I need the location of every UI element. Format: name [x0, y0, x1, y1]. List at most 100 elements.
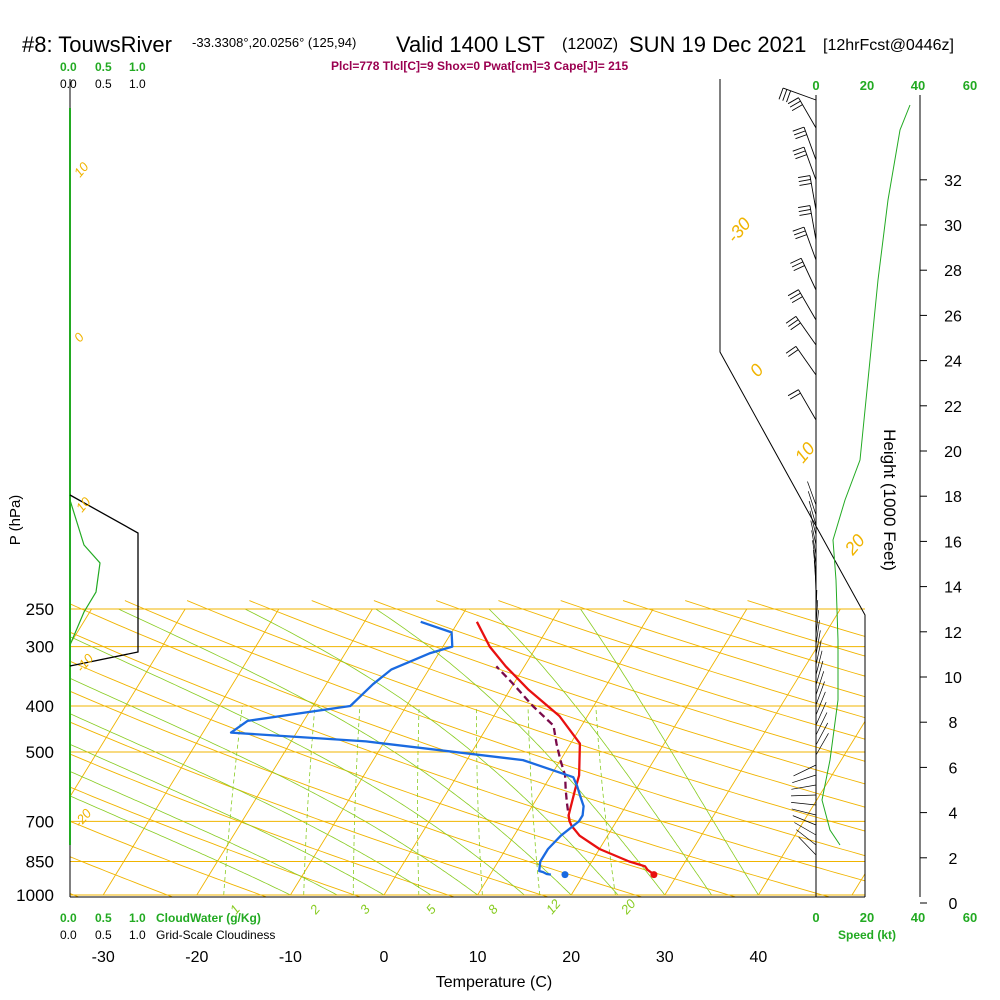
barb-flag: [793, 130, 806, 136]
x-tick-label: 0: [380, 949, 389, 966]
barb-staff: [803, 126, 817, 161]
height-tick-label: 20: [944, 444, 962, 461]
dry-adiabat: [70, 690, 644, 897]
barb-flag: [793, 230, 806, 236]
mixing-ratio-label: 8: [485, 901, 502, 917]
height-tick-label: 12: [944, 625, 962, 642]
wind-barb: [790, 257, 817, 291]
dry-adiabat: [124, 600, 865, 857]
barb-flag: [787, 389, 799, 397]
wind-barb-lower: [791, 802, 817, 806]
x-tick-label: 30: [656, 949, 674, 966]
forecast-date: SUN 19 Dec 2021: [629, 32, 806, 57]
barb-flag: [792, 126, 805, 132]
y-tick-label: 1000: [16, 886, 54, 905]
cw-tick: 0.0: [60, 60, 77, 74]
barb-staff: [803, 226, 817, 261]
barb-staff: [798, 389, 817, 421]
height-tick-label: 32: [944, 173, 962, 190]
mixing-ratio-label: 2: [306, 901, 323, 918]
barb-staff: [809, 175, 817, 211]
wind-barb-lower: [794, 822, 817, 836]
barb-flag: [789, 392, 801, 400]
surface-temperature-marker: [650, 871, 658, 879]
height-axis-title: Height (1000 Feet): [880, 429, 899, 571]
barb-staff: [795, 316, 817, 346]
dry-adiabat: [70, 631, 832, 897]
wind-barb: [792, 146, 817, 181]
barb-flag: [782, 89, 788, 101]
barb-staff: [795, 346, 817, 376]
wind-barb-lower: [792, 774, 817, 784]
cloudiness-label: Grid-Scale Cloudiness: [156, 928, 275, 942]
wind-barb: [792, 126, 817, 161]
wind-barb-lower: [815, 671, 825, 696]
station-title: #8: TouwsRiver: [22, 32, 172, 57]
data-layer: [229, 620, 658, 879]
wind-barb-lower: [798, 836, 817, 856]
barb-flag: [792, 226, 805, 232]
wind-barb-lower: [815, 712, 828, 736]
wind-barb-lower: [807, 481, 817, 506]
barb-flag: [789, 100, 801, 108]
wind-barb-lower: [815, 620, 820, 646]
barb-flag: [793, 265, 805, 272]
wind-barb-lower: [815, 600, 819, 626]
barb-flag: [799, 182, 812, 186]
parcel-trace: [495, 665, 571, 822]
y-tick-label: 850: [26, 852, 54, 871]
height-tick-label: 0: [949, 896, 958, 913]
barb-staff: [798, 97, 817, 129]
cloudiness-tick: 0.0: [60, 928, 77, 942]
dry-adiabat: [186, 600, 865, 832]
height-tick-label: 16: [944, 534, 962, 551]
moist-adiabat: [70, 677, 478, 896]
x-tick-label: 20: [562, 949, 580, 966]
dry-adiabat: [311, 600, 865, 785]
moist-adiabat: [70, 713, 432, 896]
wind-barb-lower: [811, 530, 817, 556]
moist-adiabat: [70, 743, 385, 896]
speed-axis-title: Speed (kt): [838, 928, 896, 942]
dry-adiabat: [70, 721, 550, 897]
speed-tick-label: 40: [911, 910, 925, 925]
cloudiness-tick: 1.0: [129, 77, 146, 91]
wind-barb-lower: [791, 784, 817, 790]
cw-tick: 1.0: [129, 911, 146, 925]
wind-barb-lower: [796, 829, 817, 846]
barb-flag: [790, 257, 802, 264]
speed-tick-label: 0: [812, 78, 819, 93]
dewpoint-trace: [229, 620, 585, 876]
wind-barb-lower: [815, 733, 829, 756]
moist-adiabat: [488, 608, 712, 896]
barb-flag: [786, 90, 792, 103]
barb-flag: [788, 349, 799, 357]
wind-barb: [787, 97, 817, 129]
wind-barb-lower: [792, 815, 817, 826]
barb-flag: [792, 146, 805, 152]
dry-adiabat: [70, 820, 268, 897]
dry-adiabat: [70, 856, 174, 897]
wind-barb-lower: [815, 722, 829, 746]
barb-flag: [793, 150, 806, 156]
wind-barb: [798, 175, 817, 211]
moist-adiabat: [70, 795, 291, 896]
dry-adiabat: [436, 600, 865, 740]
height-tick-label: 24: [944, 354, 962, 371]
barb-staff: [803, 146, 817, 181]
wind-barb-lower: [815, 650, 823, 676]
barb-staff: [809, 205, 817, 241]
mixing-ratio-label: 20: [617, 896, 639, 918]
wind-speed-profile: [821, 104, 911, 846]
plot-area: [70, 79, 865, 897]
wind-barb-lower: [815, 610, 819, 636]
wind-barb: [792, 226, 817, 261]
speed-tick-label: 0: [812, 910, 819, 925]
height-tick-label: 6: [949, 760, 958, 777]
barb-flag: [789, 292, 801, 300]
barb-staff: [798, 289, 817, 321]
speed-tick-label: 60: [963, 78, 977, 93]
isotherm-line: [851, 872, 865, 896]
